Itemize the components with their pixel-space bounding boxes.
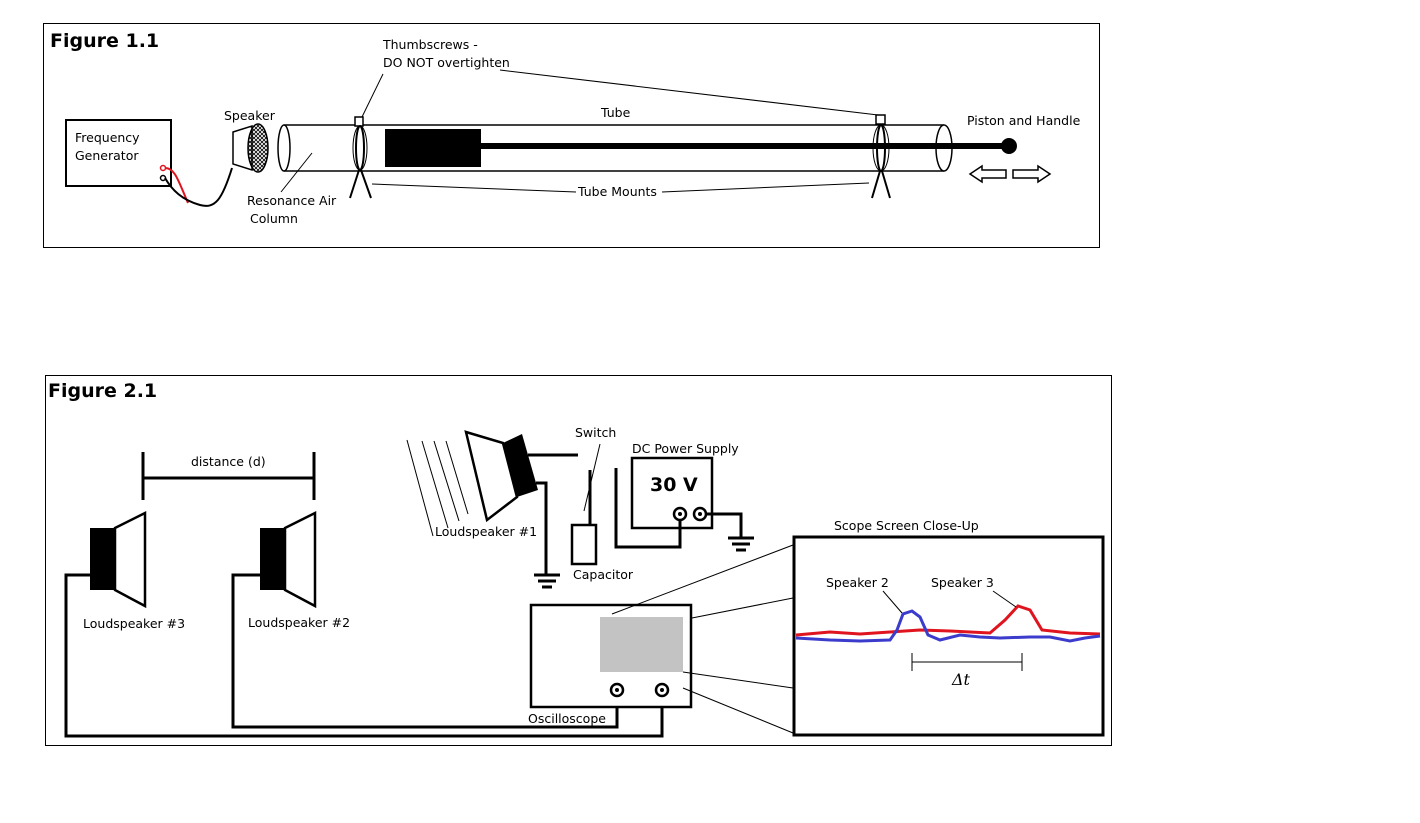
thumbscrews-label-line1: Thumbscrews - xyxy=(382,37,478,52)
oscilloscope-label: Oscilloscope xyxy=(528,711,606,726)
piston-label: Piston and Handle xyxy=(967,113,1081,128)
frequency-generator-label-line2: Generator xyxy=(75,148,139,163)
mount-leg-right-a xyxy=(871,170,881,199)
figure-1-frame xyxy=(43,23,1100,248)
loudspeaker-1-magnet xyxy=(503,434,538,497)
loudspeaker-1-label: Loudspeaker #1 xyxy=(435,524,537,539)
tube-mounts-leader-right xyxy=(661,182,870,193)
wire-power-to-ground xyxy=(706,512,743,538)
sound-wave-line-2 xyxy=(421,440,449,529)
speaker-label: Speaker xyxy=(224,108,276,123)
tube-left-opening xyxy=(277,124,291,172)
thumbscrews-label-line2: DO NOT overtighten xyxy=(383,55,510,70)
wire-switch-to-power xyxy=(614,468,682,549)
mount-leg-left-a xyxy=(349,169,360,199)
speaker-2-leader xyxy=(882,590,903,614)
mount-leg-left-b xyxy=(360,169,372,199)
delta-t-label: Δt xyxy=(951,670,971,689)
mount-ring-left xyxy=(355,125,365,171)
wire-loudspeaker-2 xyxy=(231,573,619,729)
loudspeaker-3-magnet xyxy=(90,528,115,590)
zoom-leader-2 xyxy=(691,597,794,619)
tube-mounts-label: Tube Mounts xyxy=(577,184,657,199)
figure-2-title: Figure 2.1 xyxy=(48,380,157,402)
mount-ring-right-outer xyxy=(872,124,890,172)
figure-1-1: Figure 1.1 Frequency Generator Speaker T… xyxy=(43,23,1100,248)
resonance-leader xyxy=(280,152,313,193)
trace-speaker-3 xyxy=(795,604,1101,637)
thumbscrew-left xyxy=(354,116,364,127)
loudspeaker-2-cone xyxy=(283,510,317,609)
tube-mounts-leader-left xyxy=(371,183,577,193)
generator-terminal-black xyxy=(159,174,167,182)
switch-label: Switch xyxy=(575,425,616,440)
generator-wire-red xyxy=(164,167,189,204)
oscilloscope-input-2-center xyxy=(660,688,664,692)
sound-wave-line-1 xyxy=(406,439,434,537)
loudspeaker-3-cone xyxy=(113,510,147,609)
sound-wave-line-3 xyxy=(433,440,460,522)
scope-closeup-label: Scope Screen Close-Up xyxy=(834,518,979,533)
voltage-value: 30 V xyxy=(650,474,698,496)
tube-label: Tube xyxy=(600,105,631,120)
frequency-generator-box xyxy=(65,119,172,187)
piston-handle xyxy=(1001,138,1017,154)
speaker-mesh xyxy=(247,123,269,173)
oscilloscope-input-1-center xyxy=(615,688,619,692)
thumbscrew-leader-right xyxy=(499,69,879,116)
loudspeaker-2-label: Loudspeaker #2 xyxy=(248,615,350,630)
figure-2-frame xyxy=(45,375,1112,746)
sound-wave-line-4 xyxy=(445,440,469,515)
power-terminal-2-center xyxy=(698,512,702,516)
resonance-label-line2: Column xyxy=(250,211,298,226)
speaker-2-label: Speaker 2 xyxy=(826,575,889,590)
mount-ring-left-outer xyxy=(352,125,368,171)
resonance-label-line1: Resonance Air xyxy=(247,193,337,208)
figure-1-title: Figure 1.1 xyxy=(50,30,159,52)
piston-head xyxy=(385,129,481,167)
left-arrow-icon xyxy=(968,164,1007,184)
switch-leader xyxy=(583,443,601,512)
loudspeaker-3-label: Loudspeaker #3 xyxy=(83,616,185,631)
power-terminal-1-center xyxy=(678,512,682,516)
zoom-leader-4 xyxy=(682,687,794,734)
zoom-leader-1 xyxy=(611,544,794,615)
speaker-body xyxy=(232,124,253,172)
thumbscrew-right xyxy=(875,114,886,125)
wire-speaker1-to-ground xyxy=(536,481,548,575)
dc-power-supply-label: DC Power Supply xyxy=(632,441,739,456)
oscilloscope-screen xyxy=(600,617,683,672)
speaker-3-leader xyxy=(992,590,1017,608)
capacitor-body xyxy=(570,523,598,566)
trace-speaker-2 xyxy=(795,609,1101,643)
thumbscrew-leader-left xyxy=(361,73,384,118)
generator-wire-black xyxy=(164,167,233,207)
figure-2-1: Figure 2.1 distance (d) Loudspeaker #3 L… xyxy=(45,375,1112,746)
loudspeaker-2-magnet xyxy=(260,528,285,590)
scope-closeup-box xyxy=(792,535,1105,737)
speaker-3-label: Speaker 3 xyxy=(931,575,994,590)
wire-loudspeaker-3 xyxy=(64,573,664,738)
frequency-generator-label-line1: Frequency xyxy=(75,130,140,145)
right-arrow-icon xyxy=(1012,164,1052,184)
generator-terminal-red xyxy=(159,164,167,172)
distance-label: distance (d) xyxy=(191,454,266,469)
mount-leg-right-b xyxy=(881,170,891,199)
capacitor-label: Capacitor xyxy=(573,567,634,582)
zoom-leader-3 xyxy=(682,671,794,689)
